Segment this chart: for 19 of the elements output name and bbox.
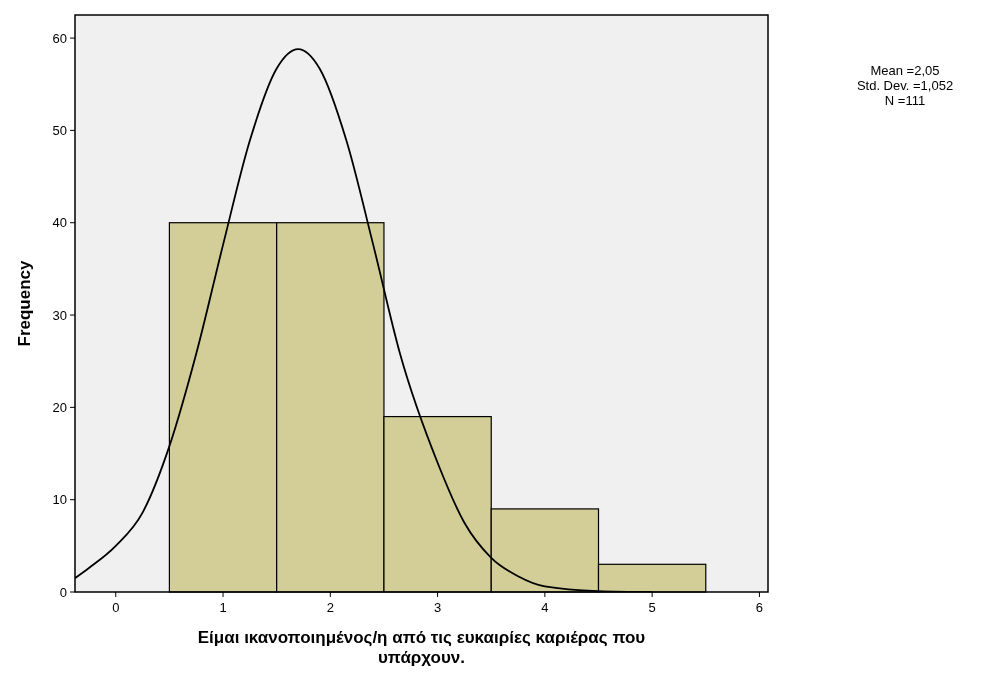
x-tick-label: 2 — [326, 600, 334, 615]
y-tick-label: 30 — [52, 307, 67, 323]
y-tick-label: 50 — [52, 122, 67, 138]
y-tick-label: 60 — [52, 30, 67, 46]
x-tick-label: 4 — [541, 600, 549, 615]
x-tick-label: 3 — [433, 600, 442, 615]
x-axis-title: Είμαι ικανοποιημένος/η από τις ευκαιρίες καριέρας που υπάρχουν. — [197, 628, 646, 667]
text: Std. Dev. =1,052 — [856, 78, 954, 93]
y-tick-label: 10 — [52, 492, 67, 508]
y-tick-label: 20 — [52, 399, 67, 415]
x-tick-label: 5 — [648, 600, 656, 615]
text: N =111 — [884, 93, 926, 108]
y-tick-label: 0 — [59, 584, 67, 600]
x-tick-label: 6 — [755, 600, 764, 615]
x-tick-label: 1 — [219, 600, 227, 615]
y-tick-label: 40 — [52, 215, 67, 231]
x-tick-label: 0 — [112, 600, 120, 615]
y-axis-title: Frequency — [15, 259, 34, 347]
text: Mean =2,05 — [870, 63, 940, 78]
